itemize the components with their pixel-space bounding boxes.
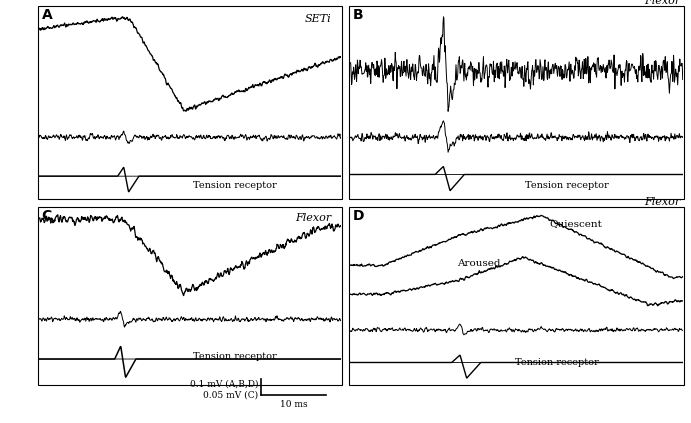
Text: Tension receptor: Tension receptor <box>524 181 608 190</box>
Text: 10 ms: 10 ms <box>280 400 307 409</box>
Text: Aroused: Aroused <box>457 258 500 268</box>
Text: B: B <box>352 8 363 22</box>
Text: Flexor: Flexor <box>645 0 681 6</box>
Text: Tension receptor: Tension receptor <box>515 358 598 367</box>
Text: A: A <box>41 8 53 22</box>
Text: Quiescent: Quiescent <box>550 219 603 228</box>
Text: 0.05 mV (C): 0.05 mV (C) <box>203 390 258 399</box>
Text: SETi: SETi <box>305 14 332 24</box>
Text: C: C <box>41 209 52 222</box>
Text: Tension receptor: Tension receptor <box>193 352 277 361</box>
Text: D: D <box>352 209 364 222</box>
Text: Flexor: Flexor <box>295 213 332 222</box>
Text: Tension receptor: Tension receptor <box>193 181 277 190</box>
Text: 0.1 mV (A,B,D): 0.1 mV (A,B,D) <box>189 379 258 388</box>
Text: Flexor: Flexor <box>645 197 681 207</box>
